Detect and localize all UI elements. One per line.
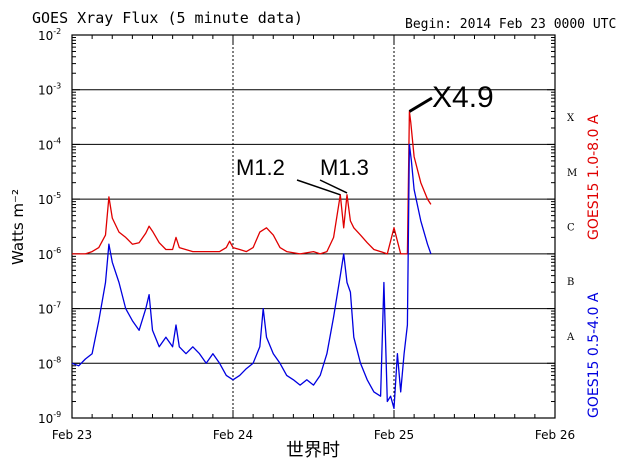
series-line xyxy=(71,143,432,410)
y-tick-label: 10-2 xyxy=(38,27,61,43)
x-axis-label: 世界时 xyxy=(286,440,340,461)
legend-long-channel: GOES15 1.0-8.0 A xyxy=(586,114,602,240)
axis-ticks xyxy=(71,35,556,419)
flare-class-label: C xyxy=(567,223,575,234)
flare-class-label: X xyxy=(567,113,575,124)
grid xyxy=(72,89,555,364)
flare-class-label: B xyxy=(567,277,574,288)
begin-timestamp: Begin: 2014 Feb 23 0000 UTC xyxy=(405,17,616,32)
y-axis-label: Watts m⁻² xyxy=(9,189,27,265)
series-lines xyxy=(71,110,432,410)
day-separators xyxy=(232,35,395,418)
x-tick-label: Feb 26 xyxy=(535,428,575,442)
y-tick-label: 10-8 xyxy=(38,355,61,371)
y-tick-label: 10-7 xyxy=(38,301,61,317)
y-tick-label: 10-6 xyxy=(38,246,61,262)
flare-annotation: M1.3 xyxy=(320,155,369,180)
x-tick-label: Feb 25 xyxy=(374,428,414,442)
x-tick-label: Feb 23 xyxy=(52,428,92,442)
y-tick-label: 10-3 xyxy=(38,82,61,98)
x-tick-labels: Feb 23 Feb 24 Feb 25 Feb 26 xyxy=(52,428,575,442)
annotation-pointer xyxy=(408,96,433,113)
annotation-pointer xyxy=(296,179,341,196)
flare-annotations: M1.2 M1.3 X4.9 xyxy=(236,81,494,196)
flare-annotation: X4.9 xyxy=(432,81,494,114)
flare-annotation: M1.2 xyxy=(236,155,285,180)
y-tick-labels: 10-2 10-3 10-4 10-5 10-6 10-7 10-8 10-9 xyxy=(38,27,61,426)
y-tick-label: 10-4 xyxy=(38,136,61,152)
legend-short-channel: GOES15 0.5-4.0 A xyxy=(586,292,602,418)
flare-class-label: A xyxy=(566,332,575,343)
annotation-pointer xyxy=(319,179,348,194)
flare-class-labels: X M C B A xyxy=(566,113,577,343)
chart-title: GOES Xray Flux (5 minute data) xyxy=(32,9,303,27)
flare-class-label: M xyxy=(567,168,577,179)
x-tick-label: Feb 24 xyxy=(213,428,253,442)
series-line xyxy=(72,110,432,255)
y-tick-label: 10-9 xyxy=(38,410,61,426)
y-tick-label: 10-5 xyxy=(38,191,61,207)
